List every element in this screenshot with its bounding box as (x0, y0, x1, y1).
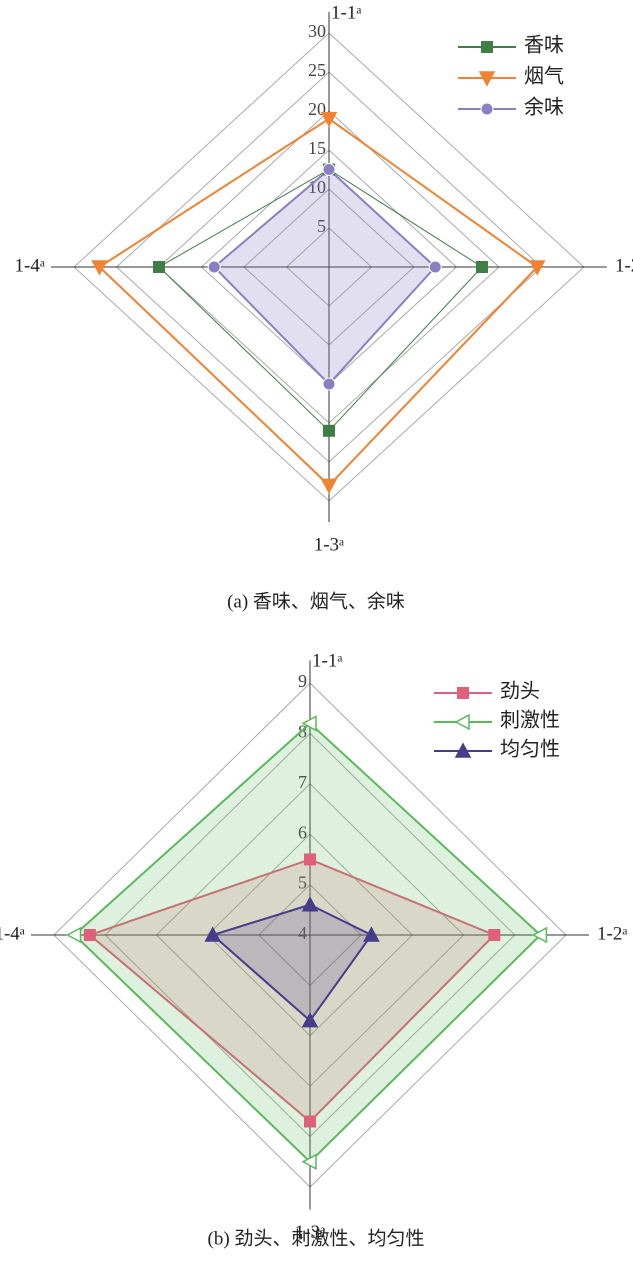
marker (454, 742, 472, 758)
marker (320, 478, 338, 494)
marker (301, 1012, 319, 1028)
tick-label: 20 (308, 99, 326, 119)
marker (322, 377, 336, 391)
marker (488, 929, 501, 941)
marker (528, 260, 546, 276)
marker (207, 260, 221, 274)
tick-label: 25 (308, 60, 326, 80)
tick-label: 5 (317, 216, 326, 236)
category-label: 1-2 (615, 255, 633, 276)
marker (320, 112, 338, 128)
category-label: 1-4ᵃ (0, 923, 25, 944)
tick-label: 8 (298, 722, 307, 742)
marker (301, 896, 319, 912)
marker (322, 163, 336, 176)
marker (531, 926, 548, 944)
marker (304, 853, 316, 866)
category-label: 1-3ᵃ (295, 1222, 326, 1243)
tick-label: 6 (298, 822, 307, 842)
tick-label: 15 (308, 138, 326, 158)
legend-label: 劲头 (500, 680, 540, 703)
caption: (b) 劲头、刺激性、均匀性 (208, 1227, 425, 1249)
category-label: 1-2ᵃ (597, 923, 628, 944)
marker (301, 715, 317, 732)
marker (153, 261, 165, 273)
marker (91, 260, 108, 276)
category-label: 1-4ᵃ (15, 255, 46, 276)
legend-label: 均匀性 (500, 738, 560, 761)
marker (454, 713, 470, 731)
category-label: 1-1ᵃ (331, 2, 362, 23)
tick-label: 9 (298, 671, 307, 691)
tick-label: 5 (298, 873, 307, 893)
legend-label: 刺激性 (500, 709, 560, 732)
legend-label: 烟气 (524, 65, 564, 88)
marker (304, 1115, 316, 1128)
marker (65, 926, 82, 944)
tick-label: 4 (298, 923, 307, 943)
tick-label: 7 (298, 772, 307, 792)
caption: (a) 香味、烟气、余味 (227, 590, 405, 612)
marker (428, 260, 442, 274)
tick-label: 30 (308, 21, 326, 41)
tick-label: 10 (308, 177, 326, 197)
category-label: 1-3ᵃ (314, 534, 345, 555)
legend-label: 余味 (524, 96, 564, 119)
marker (457, 687, 469, 699)
marker (83, 929, 96, 941)
legend-label: 香味 (524, 34, 564, 57)
marker (480, 102, 494, 116)
marker (478, 71, 496, 87)
marker (301, 1153, 317, 1171)
marker (476, 261, 488, 273)
marker (204, 926, 221, 942)
marker (481, 41, 493, 53)
category-label: 1-1ᵃ (312, 651, 343, 672)
marker (323, 424, 335, 437)
marker (363, 926, 380, 942)
